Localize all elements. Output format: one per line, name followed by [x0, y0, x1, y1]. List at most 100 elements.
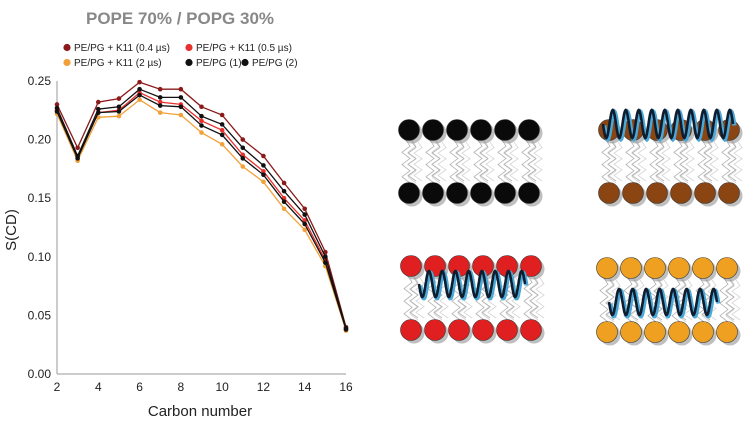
y-tick-label: 0.10 — [28, 250, 52, 264]
lipid-headgroup — [620, 321, 642, 343]
y-tick-label: 0.00 — [28, 367, 52, 381]
data-point — [137, 79, 142, 85]
data-point — [199, 104, 204, 110]
legend-marker — [63, 58, 71, 67]
legend-marker — [63, 43, 71, 52]
y-tick-label: 0.25 — [28, 74, 52, 88]
legend-label: PE/PG (2) — [252, 58, 298, 69]
lipid-headgroup — [620, 257, 642, 279]
peptide-helix — [417, 269, 527, 299]
data-point — [281, 188, 287, 194]
lipid-headgroup — [596, 321, 618, 343]
x-tick-label: 6 — [136, 380, 143, 394]
chart-legend: PE/PG + K11 (0.4 µs) PE/PG + K11 (0.5 µs)… — [63, 43, 298, 69]
data-point — [302, 212, 308, 217]
data-point — [54, 105, 60, 111]
data-point — [157, 99, 163, 105]
data-point — [178, 104, 184, 110]
x-tick-label: 16 — [339, 380, 353, 394]
bilayer-panel-2 — [598, 108, 743, 207]
bilayer-panel-1 — [398, 119, 543, 207]
lipid-headgroup — [622, 182, 644, 204]
chart-series — [54, 79, 349, 333]
lipid-headgroup — [400, 255, 422, 277]
data-point — [281, 206, 287, 212]
data-point — [219, 122, 225, 127]
data-point — [281, 180, 287, 186]
lipid-headgroup — [670, 182, 692, 204]
lipid-headgroup — [596, 257, 618, 279]
data-point — [116, 96, 122, 101]
legend-label: PE/PG + K11 (0.4 µs) — [74, 43, 170, 54]
lipid-headgroup — [400, 319, 422, 341]
data-point — [302, 221, 308, 227]
data-point — [116, 113, 122, 119]
data-point — [199, 130, 204, 135]
lipid-headgroup — [470, 182, 492, 204]
peptide-helix — [601, 108, 735, 140]
data-point — [323, 254, 328, 260]
data-point — [95, 106, 101, 112]
lipid-headgroup — [668, 321, 690, 343]
lipid-headgroup — [446, 119, 468, 141]
lipid-headgroup — [692, 321, 714, 343]
data-point — [157, 103, 163, 108]
data-point — [157, 110, 163, 115]
data-point — [157, 86, 163, 92]
data-point — [178, 95, 184, 100]
bilayer-panel-4 — [596, 257, 741, 346]
data-point — [302, 206, 308, 212]
data-point — [219, 112, 225, 118]
lipid-headgroup — [716, 257, 738, 279]
lipid-headgroup — [494, 182, 516, 204]
y-tick-label: 0.05 — [28, 308, 52, 322]
data-point — [157, 95, 163, 100]
data-point — [178, 112, 184, 118]
data-point — [116, 104, 122, 110]
lipid-headgroup — [668, 257, 690, 279]
legend-marker — [241, 58, 249, 67]
lipid-headgroup — [598, 182, 620, 204]
lipid-headgroup — [470, 119, 492, 141]
lipid-headgroup — [424, 319, 446, 341]
data-point — [75, 145, 80, 151]
data-point — [137, 86, 142, 92]
data-point — [137, 97, 142, 103]
lipid-headgroup — [472, 319, 494, 341]
y-tick-label: 0.20 — [28, 133, 52, 147]
data-point — [261, 153, 266, 159]
lipid-headgroup — [422, 119, 444, 141]
data-point — [95, 99, 101, 105]
lipid-headgroup — [422, 182, 444, 204]
data-point — [219, 127, 225, 133]
lipid-headgroup — [398, 119, 420, 141]
lipid-headgroup — [446, 182, 468, 204]
lipid-headgroup — [644, 321, 666, 343]
data-point — [261, 172, 266, 178]
peptide-helix — [607, 287, 719, 317]
data-point — [178, 86, 184, 92]
y-tick-label: 0.15 — [28, 191, 52, 205]
legend-label: PE/PG + K11 (2 µs) — [74, 58, 162, 69]
data-point — [199, 123, 204, 128]
data-point — [261, 163, 266, 168]
data-point — [343, 327, 349, 332]
series-4 — [54, 86, 349, 331]
lipid-headgroup — [692, 257, 714, 279]
x-tick-label: 14 — [298, 380, 312, 394]
x-tick-label: 4 — [95, 380, 102, 394]
bilayer-panel-3 — [400, 255, 545, 344]
x-tick-label: 2 — [54, 380, 61, 394]
data-point — [302, 218, 308, 223]
legend-label: PE/PG (1) — [196, 58, 242, 69]
legend-label: PE/PG + K11 (0.5 µs) — [196, 43, 292, 54]
y-axis-label: S(CD) — [3, 209, 20, 251]
data-point — [137, 92, 142, 98]
data-point — [302, 227, 308, 233]
data-point — [199, 113, 204, 119]
lipid-headgroup — [694, 182, 716, 204]
x-tick-label: 10 — [215, 380, 229, 394]
data-point — [323, 260, 328, 265]
data-point — [281, 199, 287, 205]
